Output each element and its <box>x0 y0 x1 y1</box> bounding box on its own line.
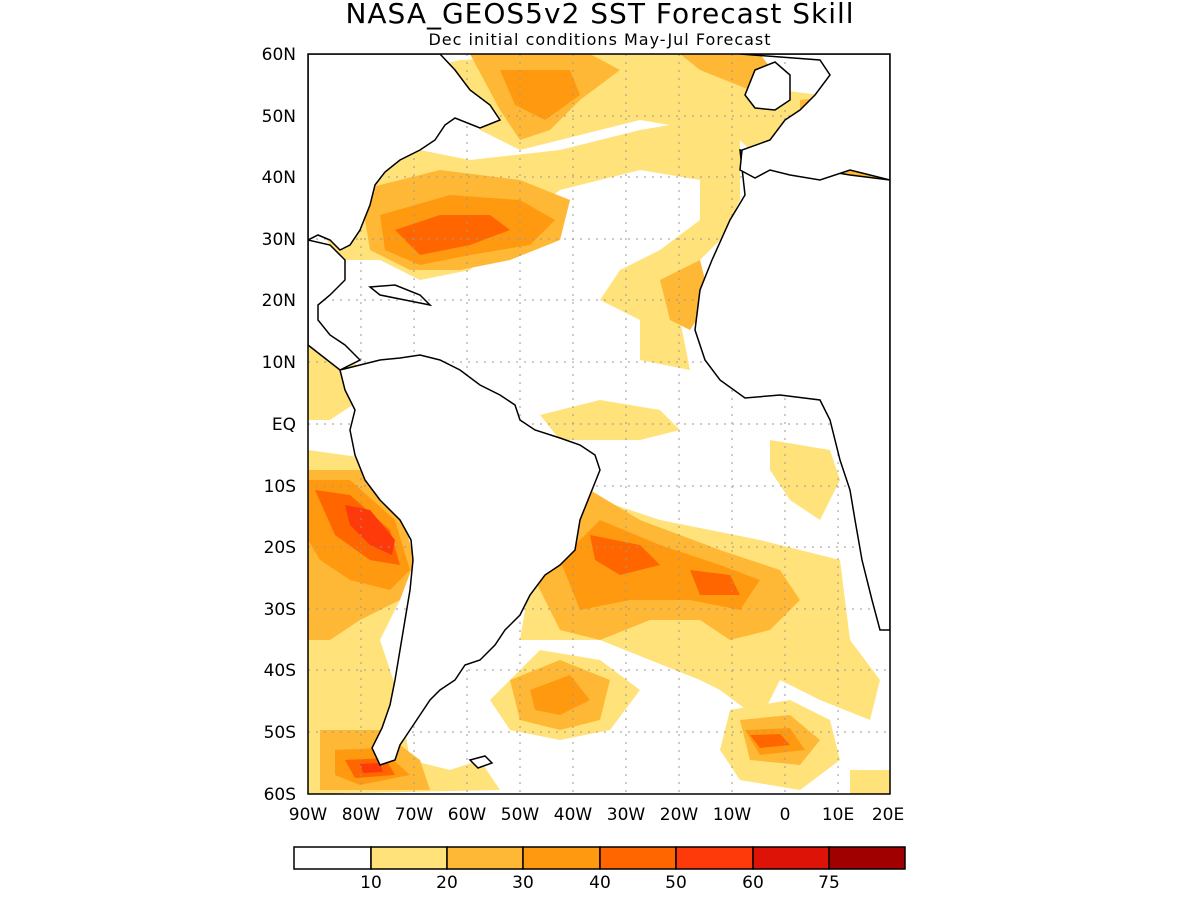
lat-tick-40s: 40S <box>264 661 296 681</box>
lon-tick-20w: 20W <box>660 805 699 825</box>
coastline-africa <box>694 149 890 631</box>
lon-tick-90w: 90W <box>289 805 328 825</box>
lon-tick-50w: 50W <box>501 805 540 825</box>
lon-tick-80w: 80W <box>342 805 381 825</box>
map-subtitle: Dec initial conditions May-Jul Forecast <box>428 30 771 49</box>
lon-tick-10w: 10W <box>713 805 752 825</box>
colorbar-swatch-2 <box>446 846 524 870</box>
lat-tick-30s: 30S <box>264 600 296 620</box>
lon-tick-10e: 10E <box>822 805 854 825</box>
lat-tick-50s: 50S <box>264 723 296 743</box>
colorbar-swatch-5 <box>675 846 754 870</box>
coastline-cuba <box>368 284 433 307</box>
lon-tick-30w: 30W <box>607 805 646 825</box>
colorbar-label-50: 50 <box>665 873 687 893</box>
coastline-british-isles <box>744 61 791 111</box>
colorbar-label-10: 10 <box>360 873 382 893</box>
colorbar-swatch-4 <box>599 846 677 870</box>
colorbar-label-30: 30 <box>512 873 534 893</box>
lat-tick-20n: 20N <box>262 291 296 311</box>
coastline-falklands <box>468 755 494 769</box>
coastlines <box>308 54 890 769</box>
coastline-central-america <box>308 239 362 371</box>
latitude-labels: 60N 50N 40N 30N 20N 10N EQ 10S 20S 30S 4… <box>262 45 296 805</box>
coastline-europe <box>739 54 890 181</box>
colorbar-swatch-3 <box>522 846 601 870</box>
colorbar-swatch-1 <box>370 846 448 870</box>
lon-tick-20e: 20E <box>872 805 904 825</box>
lat-tick-50n: 50N <box>262 107 296 127</box>
map-plot-area <box>307 53 891 795</box>
lat-tick-10s: 10S <box>264 477 296 497</box>
colorbar-label-60: 60 <box>742 873 764 893</box>
lat-tick-60n: 60N <box>262 45 296 65</box>
lon-tick-60w: 60W <box>448 805 487 825</box>
lat-tick-10n: 10N <box>262 353 296 373</box>
lon-tick-0: 0 <box>780 805 791 825</box>
lat-tick-40n: 40N <box>262 168 296 188</box>
colorbar-label-75: 75 <box>818 873 840 893</box>
longitude-labels: 90W 80W 70W 60W 50W 40W 30W 20W 10W 0 10… <box>289 805 904 825</box>
colorbar-label-20: 20 <box>436 873 458 893</box>
colorbar-swatch-6 <box>752 846 830 870</box>
map-title: NASA_GEOS5v2 SST Forecast Skill <box>345 0 854 30</box>
map-frame <box>307 53 891 795</box>
lat-tick-30n: 30N <box>262 230 296 250</box>
lat-tick-20s: 20S <box>264 538 296 558</box>
colorbar-label-40: 40 <box>589 873 611 893</box>
lat-tick-eq: EQ <box>272 415 296 435</box>
colorbar-swatch-7 <box>828 846 906 870</box>
lon-tick-70w: 70W <box>395 805 434 825</box>
colorbar-swatch-0 <box>293 846 372 870</box>
colorbar: 10 20 30 40 50 60 75 <box>293 846 906 893</box>
lon-tick-40w: 40W <box>554 805 593 825</box>
lat-tick-60s: 60S <box>264 785 296 805</box>
coastline-south-america <box>339 354 601 766</box>
coastline-north-america <box>308 54 502 251</box>
